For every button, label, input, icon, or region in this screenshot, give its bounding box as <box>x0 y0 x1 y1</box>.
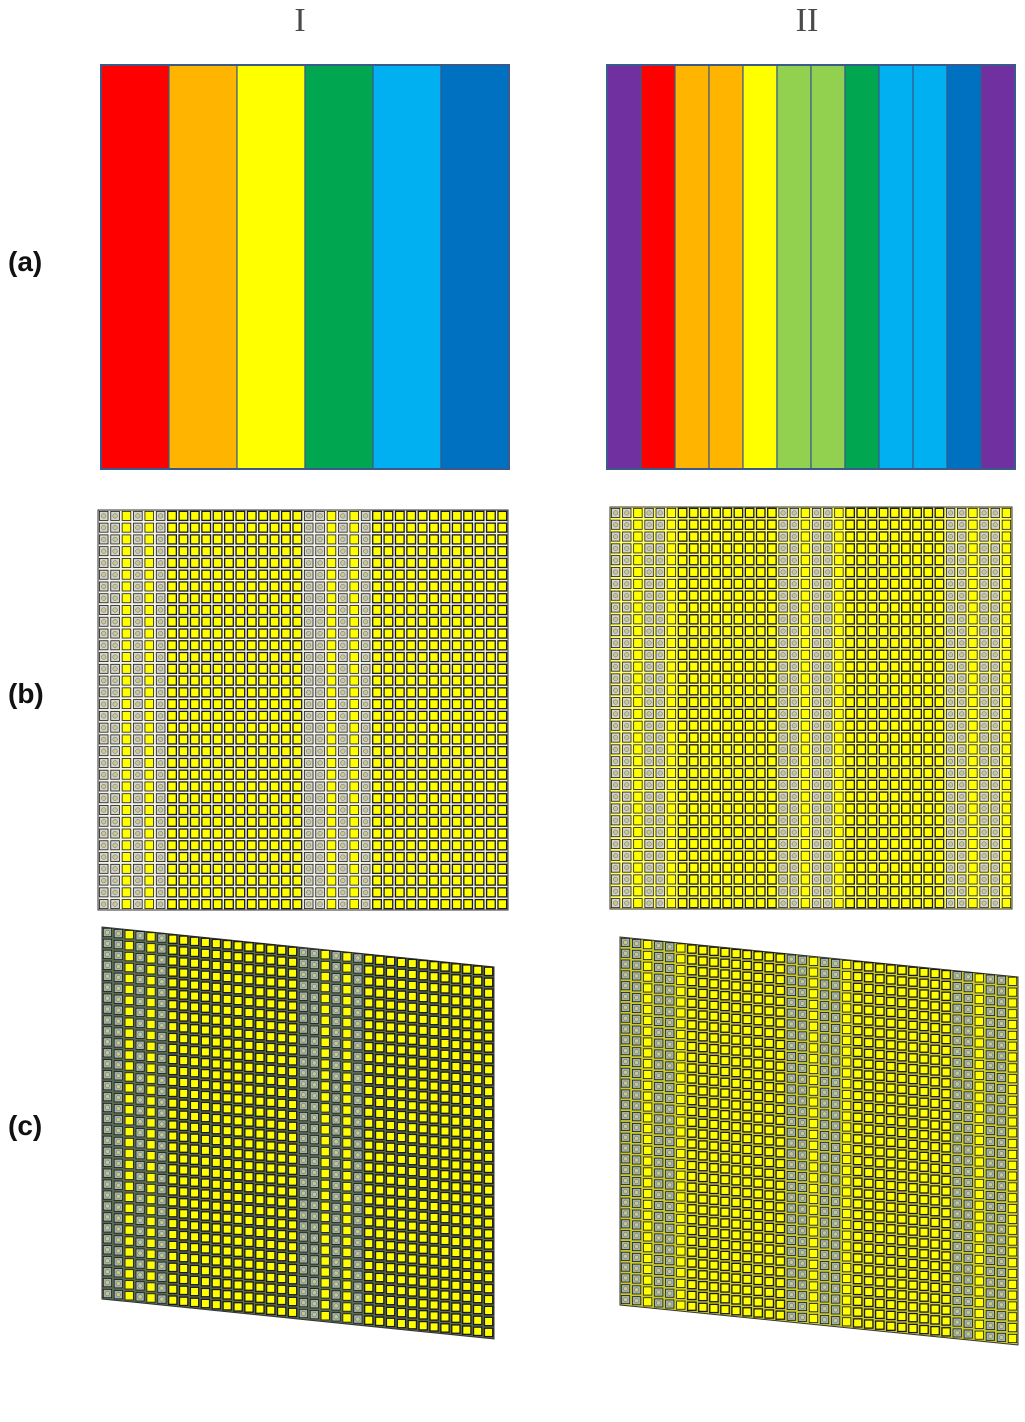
grid-plate <box>619 936 1019 1346</box>
panel-b-II <box>608 505 1014 911</box>
stripe-frame <box>100 64 510 470</box>
skewed-grid-I <box>101 926 495 1340</box>
stripe-blue <box>946 64 982 470</box>
stripe-layout-II <box>606 64 1016 470</box>
cell-grid <box>97 509 509 911</box>
cell-grid <box>101 926 495 1340</box>
grid-plate <box>101 926 495 1340</box>
column-heading-II: II <box>795 2 819 39</box>
stripe-orange <box>674 64 710 470</box>
stripe-green <box>844 64 880 470</box>
panel-c-I <box>100 925 500 1345</box>
stripe-blue <box>440 64 510 470</box>
panel-a-I <box>100 64 510 470</box>
row-label-a: (a) <box>8 246 43 277</box>
panel-c-II <box>618 935 1023 1350</box>
row-label-b: (b) <box>8 678 44 709</box>
stripe-lightgreen <box>810 64 846 470</box>
panel-a-II <box>606 64 1016 470</box>
stripe-yellow <box>236 64 306 470</box>
stripe-green <box>304 64 374 470</box>
stripe-red <box>100 64 170 470</box>
stripe-frame <box>606 64 1016 470</box>
stripe-purple <box>606 64 642 470</box>
cell-grid-I <box>97 509 509 911</box>
stripe-lightblue <box>372 64 442 470</box>
stripe-orange <box>708 64 744 470</box>
stripe-lightblue <box>878 64 914 470</box>
skewed-grid-II <box>619 936 1019 1346</box>
column-heading-I: I <box>294 2 306 39</box>
stripe-lightgreen <box>776 64 812 470</box>
panel-b-I <box>96 508 510 912</box>
cell-grid <box>619 936 1019 1346</box>
grid-plate <box>97 509 509 911</box>
cell-grid <box>609 506 1013 910</box>
stripe-red <box>640 64 676 470</box>
row-label-c: (c) <box>8 1110 43 1141</box>
stripe-lightblue <box>912 64 948 470</box>
stripe-yellow <box>742 64 778 470</box>
stripe-purple <box>980 64 1016 470</box>
cell-grid-II <box>609 506 1013 910</box>
grid-plate <box>609 506 1013 910</box>
stripe-orange <box>168 64 238 470</box>
stripe-layout-I <box>100 64 510 470</box>
